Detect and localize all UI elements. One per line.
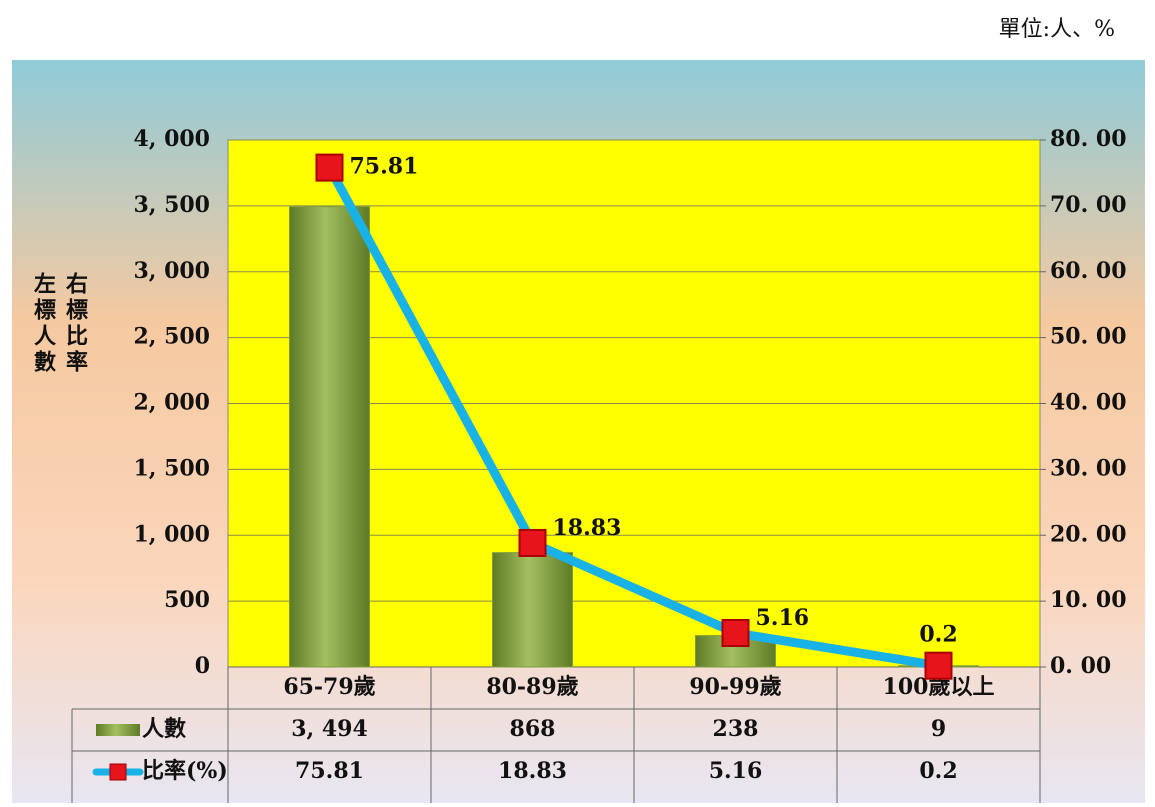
marker — [315, 153, 344, 182]
y2-tick-label: 80. 00 — [1050, 126, 1127, 152]
data-label: 0.2 — [919, 622, 957, 648]
legend-label: 比率(%) — [142, 758, 228, 784]
x-tick-label: 80-89歲 — [486, 674, 578, 700]
x-tick-label: 65-79歲 — [283, 674, 375, 700]
line — [325, 165, 940, 671]
y-axis-label: 左標人數 — [30, 271, 56, 376]
y-tick-label: 3, 500 — [133, 192, 210, 218]
data-label: 75.81 — [350, 154, 419, 180]
table-cell: 18.83 — [498, 758, 567, 784]
bar — [492, 552, 573, 668]
y-tick-label: 3, 000 — [133, 258, 210, 284]
legend-marker — [109, 763, 127, 781]
unit-label: 單位:人、% — [999, 17, 1115, 42]
marker — [518, 528, 547, 557]
y2-tick-label: 70. 00 — [1050, 192, 1127, 218]
table-cell: 868 — [510, 716, 556, 742]
table-cell: 0.2 — [919, 758, 957, 784]
table-cell: 9 — [931, 716, 946, 742]
data-label: 5.16 — [756, 605, 810, 631]
y-tick-label: 4, 000 — [133, 126, 210, 152]
y-tick-label: 500 — [164, 587, 210, 613]
bar — [289, 206, 370, 668]
y2-tick-label: 0. 00 — [1050, 653, 1111, 679]
y2-tick-label: 60. 00 — [1050, 258, 1127, 284]
y2-tick-label: 20. 00 — [1050, 521, 1127, 547]
table-cell: 238 — [713, 716, 759, 742]
y-tick-label: 1, 500 — [133, 455, 210, 481]
legend-label: 人數 — [142, 716, 186, 742]
table-cell: 5.16 — [709, 758, 763, 784]
marker — [924, 651, 953, 680]
table-cell: 75.81 — [295, 758, 364, 784]
y-tick-label: 2, 000 — [133, 390, 210, 416]
marker — [721, 619, 750, 648]
y-tick-label: 1, 000 — [133, 521, 210, 547]
data-label: 18.83 — [553, 515, 622, 541]
y2-tick-label: 50. 00 — [1050, 324, 1127, 350]
x-tick-label: 90-99歲 — [689, 674, 781, 700]
y2-axis-label: 右標比率 — [62, 272, 88, 376]
y2-tick-label: 30. 00 — [1050, 455, 1127, 481]
y-tick-label: 0 — [195, 653, 210, 679]
y-tick-label: 2, 500 — [133, 324, 210, 350]
table-cell: 3, 494 — [291, 716, 368, 742]
y2-tick-label: 40. 00 — [1050, 390, 1127, 416]
y2-tick-label: 10. 00 — [1050, 587, 1127, 613]
legend-swatch — [96, 724, 140, 736]
